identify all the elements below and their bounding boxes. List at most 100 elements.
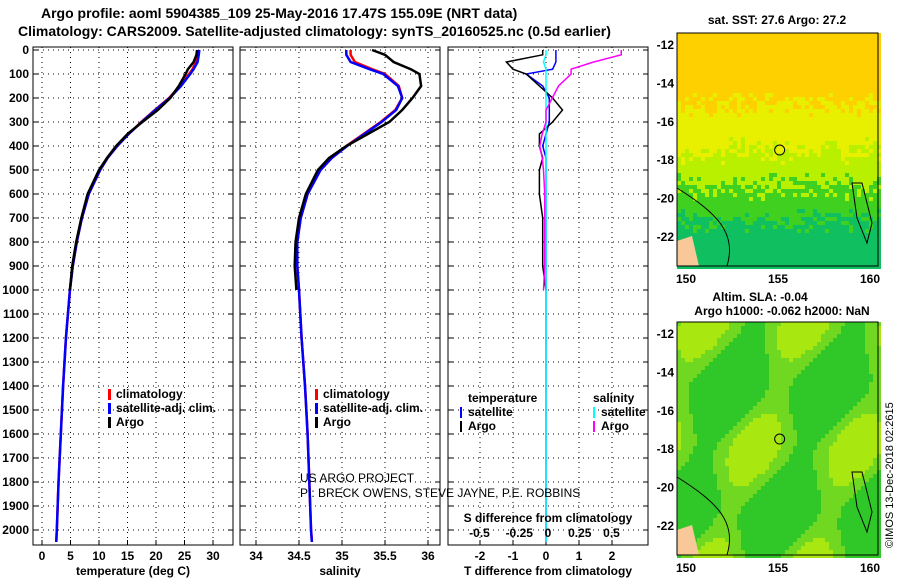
- map-cell: [681, 89, 685, 93]
- map-cell: [825, 406, 829, 410]
- map-cell: [741, 205, 745, 209]
- map-cell: [701, 45, 705, 49]
- map-cell: [793, 346, 797, 350]
- map-cell: [697, 197, 701, 201]
- map-cell: [705, 33, 709, 37]
- map-cell: [869, 398, 873, 402]
- map-cell: [769, 85, 773, 89]
- map-cell: [809, 358, 813, 362]
- map-cell: [713, 161, 717, 165]
- x-tick-label: 34.5: [287, 549, 311, 563]
- map-cell: [873, 169, 877, 173]
- map-cell: [741, 185, 745, 189]
- map-cell: [817, 237, 821, 241]
- map-cell: [861, 378, 865, 382]
- map-cell: [777, 330, 781, 334]
- map-cell: [681, 209, 685, 213]
- map-cell: [857, 157, 861, 161]
- map-cell: [837, 101, 841, 105]
- map-cell: [717, 450, 721, 454]
- map-cell: [797, 245, 801, 249]
- map-cell: [785, 382, 789, 386]
- map-cell: [813, 121, 817, 125]
- map-cell: [745, 161, 749, 165]
- map-cell: [745, 113, 749, 117]
- map-cell: [785, 261, 789, 265]
- map-cell: [733, 229, 737, 233]
- map-cell: [765, 165, 769, 169]
- map-cell: [745, 45, 749, 49]
- map-cell: [809, 129, 813, 133]
- map-cell: [753, 406, 757, 410]
- map-cell: [793, 41, 797, 45]
- map-cell: [861, 390, 865, 394]
- map-cell: [841, 326, 845, 330]
- map-cell: [693, 382, 697, 386]
- map-cell: [753, 418, 757, 422]
- map-cell: [821, 145, 825, 149]
- map-cell: [689, 390, 693, 394]
- map-cell: [737, 430, 741, 434]
- map-cell: [733, 450, 737, 454]
- map-cell: [737, 157, 741, 161]
- map-cell: [797, 438, 801, 442]
- map-cell: [741, 350, 745, 354]
- map-cell: [757, 442, 761, 446]
- map-cell: [749, 173, 753, 177]
- map-cell: [841, 265, 845, 269]
- map-cell: [765, 241, 769, 245]
- map-cell: [833, 93, 837, 97]
- map-cell: [761, 161, 765, 165]
- map-cell: [849, 233, 853, 237]
- x-tick-label: 1: [576, 549, 583, 563]
- map-cell: [785, 394, 789, 398]
- map-cell: [845, 125, 849, 129]
- map-cell: [797, 386, 801, 390]
- map-cell: [829, 253, 833, 257]
- map-cell: [877, 177, 881, 181]
- map-cell: [749, 189, 753, 193]
- map-cell: [841, 257, 845, 261]
- map-cell: [777, 338, 781, 342]
- map-cell: [745, 185, 749, 189]
- map-cell: [801, 53, 805, 57]
- map-cell: [853, 330, 857, 334]
- map-cell: [873, 378, 877, 382]
- map-cell: [797, 173, 801, 177]
- map-cell: [781, 73, 785, 77]
- map-cell: [765, 450, 769, 454]
- map-cell: [741, 406, 745, 410]
- map-cell: [817, 197, 821, 201]
- map-cell: [777, 394, 781, 398]
- map-cell: [873, 418, 877, 422]
- map-cell: [857, 410, 861, 414]
- map-cell: [877, 53, 881, 57]
- map-cell: [681, 185, 685, 189]
- map-cell: [713, 189, 717, 193]
- map-cell: [797, 414, 801, 418]
- map-cell: [713, 354, 717, 358]
- map-cell: [677, 265, 681, 269]
- map-cell: [721, 233, 725, 237]
- map-cell: [677, 45, 681, 49]
- map-cell: [701, 241, 705, 245]
- map-cell: [873, 93, 877, 97]
- map-cell: [801, 161, 805, 165]
- map-cell: [789, 378, 793, 382]
- map-cell: [825, 330, 829, 334]
- map-cell: [717, 430, 721, 434]
- map-cell: [685, 41, 689, 45]
- map-cell: [801, 430, 805, 434]
- map-cell: [781, 165, 785, 169]
- map-cell: [765, 33, 769, 37]
- map-cell: [713, 93, 717, 97]
- map-cell: [721, 89, 725, 93]
- map-cell: [745, 209, 749, 213]
- map-cell: [869, 346, 873, 350]
- map-cell: [817, 77, 821, 81]
- map-cell: [781, 177, 785, 181]
- map-cell: [745, 181, 749, 185]
- map-cell: [813, 233, 817, 237]
- map-cell: [693, 326, 697, 330]
- map-cell: [685, 205, 689, 209]
